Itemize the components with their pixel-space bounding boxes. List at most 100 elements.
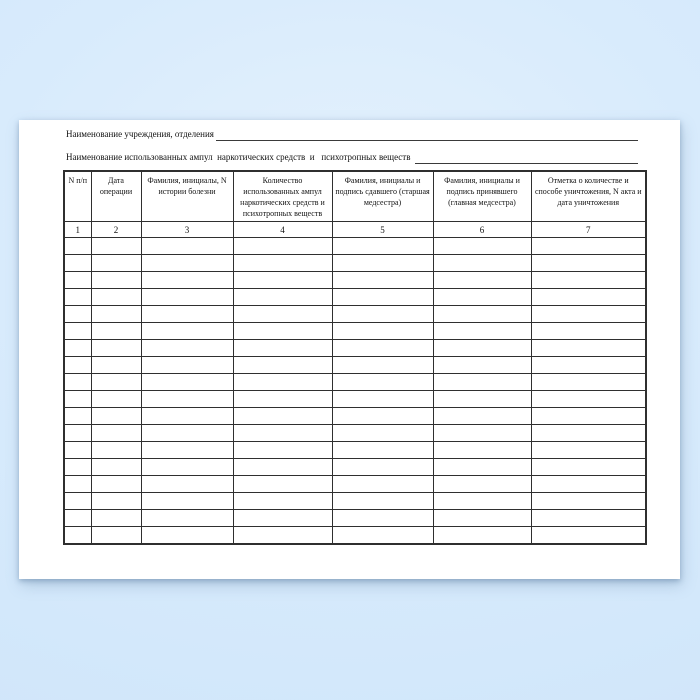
header-row: N п/п Дата операции Фамилия, инициалы, N и… bbox=[63, 170, 647, 222]
institution-name-line: Наименование учреждения, отделения bbox=[66, 128, 638, 141]
column-number-5: 5 bbox=[331, 221, 434, 238]
empty-cell bbox=[63, 254, 92, 272]
empty-cell bbox=[432, 322, 532, 340]
empty-cell bbox=[232, 509, 333, 527]
empty-cell bbox=[530, 458, 647, 476]
empty-cell bbox=[331, 356, 434, 374]
empty-cell bbox=[140, 441, 234, 459]
empty-cell bbox=[530, 441, 647, 459]
empty-cell bbox=[63, 288, 92, 306]
empty-cell bbox=[90, 237, 142, 255]
table-row bbox=[63, 288, 647, 306]
empty-cell bbox=[232, 373, 333, 391]
empty-cell bbox=[63, 424, 92, 442]
column-number-3: 3 bbox=[140, 221, 234, 238]
empty-cell bbox=[90, 390, 142, 408]
empty-cell bbox=[530, 288, 647, 306]
empty-cell bbox=[232, 322, 333, 340]
column-header-4: Количество использованных ампул наркотич… bbox=[232, 170, 333, 222]
empty-cell bbox=[63, 373, 92, 391]
empty-cell bbox=[331, 322, 434, 340]
empty-cell bbox=[63, 390, 92, 408]
empty-cell bbox=[90, 322, 142, 340]
empty-cell bbox=[232, 424, 333, 442]
empty-cell bbox=[530, 509, 647, 527]
empty-cell bbox=[63, 458, 92, 476]
empty-cell bbox=[140, 237, 234, 255]
empty-cell bbox=[331, 288, 434, 306]
empty-cell bbox=[140, 424, 234, 442]
empty-cell bbox=[232, 475, 333, 493]
empty-cell bbox=[90, 288, 142, 306]
table-row bbox=[63, 458, 647, 476]
empty-cell bbox=[90, 339, 142, 357]
empty-cell bbox=[140, 509, 234, 527]
empty-cell bbox=[232, 441, 333, 459]
empty-cell bbox=[140, 288, 234, 306]
empty-cell bbox=[140, 373, 234, 391]
empty-cell bbox=[90, 441, 142, 459]
empty-cell bbox=[331, 407, 434, 425]
empty-cell bbox=[232, 339, 333, 357]
empty-cell bbox=[530, 271, 647, 289]
empty-cell bbox=[432, 288, 532, 306]
empty-cell bbox=[530, 254, 647, 272]
column-number-6: 6 bbox=[432, 221, 532, 238]
empty-cell bbox=[530, 373, 647, 391]
empty-cell bbox=[432, 271, 532, 289]
column-header-5: Фамилия, инициалы и подпись сдавшего (ст… bbox=[331, 170, 434, 222]
column-number-7: 7 bbox=[530, 221, 647, 238]
empty-cell bbox=[432, 390, 532, 408]
column-header-2: Дата операции bbox=[90, 170, 142, 222]
empty-cell bbox=[140, 254, 234, 272]
empty-cell bbox=[530, 237, 647, 255]
empty-cell bbox=[63, 407, 92, 425]
table-row bbox=[63, 271, 647, 289]
empty-cell bbox=[232, 407, 333, 425]
empty-cell bbox=[432, 509, 532, 527]
empty-cell bbox=[331, 458, 434, 476]
empty-cell bbox=[432, 237, 532, 255]
empty-cell bbox=[140, 271, 234, 289]
ampoules-name-blank bbox=[414, 151, 638, 164]
table-row bbox=[63, 237, 647, 255]
table-row bbox=[63, 390, 647, 408]
empty-cell bbox=[63, 271, 92, 289]
table-row bbox=[63, 509, 647, 527]
column-header-6: Фамилия, инициалы и подпись принявшего (… bbox=[432, 170, 532, 222]
column-number-1: 1 bbox=[63, 221, 92, 238]
table-row bbox=[63, 373, 647, 391]
empty-cell bbox=[331, 390, 434, 408]
empty-cell bbox=[530, 407, 647, 425]
empty-cell bbox=[90, 492, 142, 510]
empty-cell bbox=[232, 356, 333, 374]
empty-cell bbox=[140, 322, 234, 340]
empty-cell bbox=[232, 526, 333, 545]
column-number-4: 4 bbox=[232, 221, 333, 238]
empty-cell bbox=[232, 288, 333, 306]
empty-cell bbox=[432, 407, 532, 425]
empty-cell bbox=[331, 509, 434, 527]
empty-cell bbox=[140, 492, 234, 510]
empty-cell bbox=[232, 458, 333, 476]
ampoule-register-table: N п/п Дата операции Фамилия, инициалы, N и… bbox=[63, 170, 647, 545]
empty-cell bbox=[331, 271, 434, 289]
column-number-2: 2 bbox=[90, 221, 142, 238]
empty-cell bbox=[140, 305, 234, 323]
table-row bbox=[63, 407, 647, 425]
empty-cell bbox=[90, 475, 142, 493]
empty-cell bbox=[140, 458, 234, 476]
empty-cell bbox=[90, 373, 142, 391]
column-header-1: N п/п bbox=[63, 170, 92, 222]
column-header-7: Отметка о количестве и способе уничтожен… bbox=[530, 170, 647, 222]
empty-cell bbox=[140, 339, 234, 357]
empty-cell bbox=[140, 356, 234, 374]
empty-cell bbox=[140, 390, 234, 408]
empty-cell bbox=[331, 424, 434, 442]
empty-cell bbox=[530, 339, 647, 357]
table-row bbox=[63, 305, 647, 323]
table-row bbox=[63, 475, 647, 493]
table-row bbox=[63, 339, 647, 357]
empty-cell bbox=[432, 339, 532, 357]
empty-cell bbox=[90, 271, 142, 289]
